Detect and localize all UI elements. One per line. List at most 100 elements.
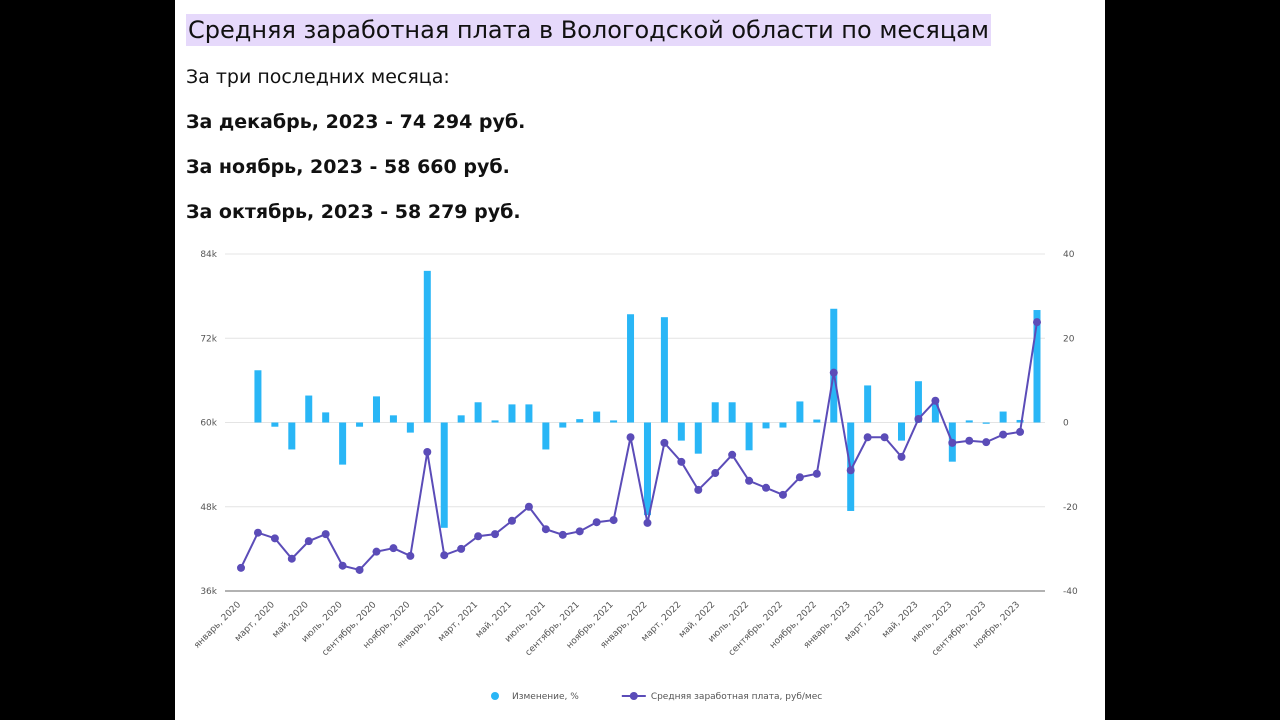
bar [1033, 310, 1041, 423]
bar [914, 381, 922, 423]
bar [406, 422, 414, 433]
summary-line: За ноябрь, 2023 - 58 660 руб. [186, 156, 510, 178]
bar [474, 402, 482, 423]
point [694, 485, 703, 494]
bar [711, 402, 719, 423]
point [812, 469, 821, 478]
legend-label: Изменение, % [512, 692, 579, 702]
y2-tick-label: -20 [1063, 503, 1078, 513]
y-tick-label: 36k [200, 587, 217, 597]
point [253, 528, 262, 537]
point [592, 518, 601, 527]
point [338, 561, 347, 570]
bar [339, 422, 347, 465]
point [524, 502, 533, 511]
bar [830, 308, 838, 423]
bar [457, 415, 465, 423]
bar [576, 419, 584, 423]
point [880, 433, 889, 442]
point [762, 483, 771, 492]
summary-line: За декабрь, 2023 - 74 294 руб. [186, 111, 526, 133]
bar [965, 420, 973, 423]
bar [694, 422, 702, 454]
bar [999, 411, 1007, 423]
bar [898, 422, 906, 441]
point [931, 396, 940, 405]
point [423, 447, 432, 456]
point [321, 530, 330, 539]
point [795, 473, 804, 482]
bar [542, 422, 550, 450]
y-tick-label: 60k [200, 419, 217, 429]
y2-tick-label: -40 [1063, 587, 1078, 597]
point [745, 476, 754, 485]
panel [175, 0, 1105, 720]
bar [796, 401, 804, 423]
point [999, 430, 1008, 439]
point [372, 547, 381, 556]
bar [864, 385, 872, 423]
bar [610, 420, 618, 423]
bar [745, 422, 753, 451]
y-tick-label: 84k [200, 250, 217, 260]
bar [813, 419, 821, 423]
y2-tick-label: 0 [1063, 419, 1069, 429]
bar [779, 422, 787, 428]
bar [356, 422, 364, 427]
y-tick-label: 48k [200, 503, 217, 513]
point [287, 554, 296, 563]
point [677, 457, 686, 466]
bar [931, 403, 939, 423]
point [237, 563, 245, 572]
point [626, 433, 635, 442]
x-tick-label: январь, 2020 [192, 600, 243, 651]
bar [372, 396, 380, 423]
point [982, 438, 991, 447]
point [948, 438, 957, 447]
bar [559, 422, 567, 428]
point [457, 544, 466, 553]
bar [728, 402, 736, 423]
point [507, 516, 516, 525]
point [474, 532, 483, 541]
point [728, 450, 737, 459]
bar [627, 314, 635, 423]
legend-swatch [629, 692, 638, 700]
bar [677, 422, 685, 441]
point [829, 368, 838, 377]
point [778, 490, 787, 499]
point [863, 433, 872, 442]
bar [593, 411, 601, 423]
y-tick-label: 72k [200, 334, 217, 344]
bar [389, 415, 397, 423]
point [965, 436, 974, 445]
point [270, 534, 279, 543]
point [1016, 427, 1025, 436]
point [660, 438, 669, 447]
bar [491, 420, 499, 423]
point [1033, 318, 1041, 327]
point [304, 537, 313, 546]
summary-line: За октябрь, 2023 - 58 279 руб. [186, 201, 521, 223]
bar [423, 270, 431, 423]
point [406, 551, 415, 560]
bar [288, 422, 296, 450]
legend-swatch [491, 692, 499, 700]
title: Средняя заработная плата в Вологодской о… [186, 14, 991, 46]
point [440, 551, 449, 560]
point [914, 414, 923, 423]
bar [762, 422, 770, 429]
point [558, 530, 567, 539]
point [609, 516, 618, 525]
point [541, 525, 550, 534]
point [575, 527, 584, 536]
point [711, 469, 720, 478]
bar [305, 395, 313, 423]
bar [508, 404, 516, 423]
point [491, 530, 500, 539]
bar [271, 422, 279, 427]
line [240, 321, 1038, 572]
point [355, 565, 364, 574]
